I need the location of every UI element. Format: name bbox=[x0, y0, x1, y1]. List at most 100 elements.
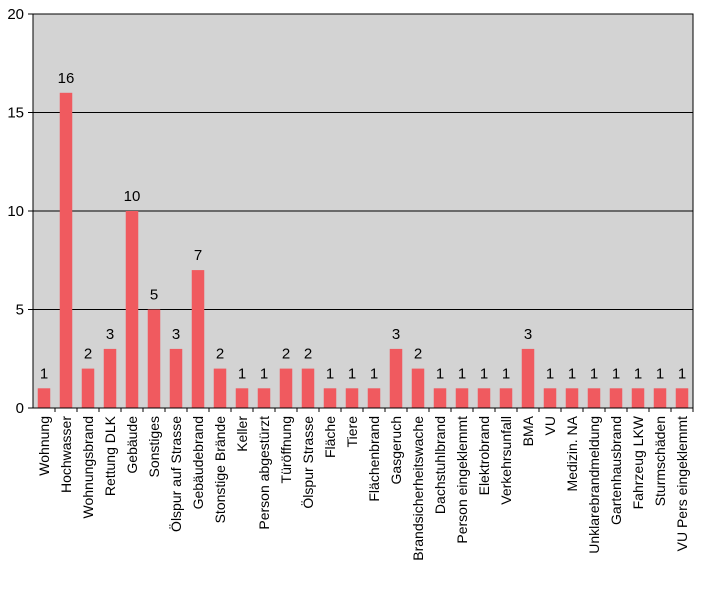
bar bbox=[345, 388, 359, 408]
data-label: 2 bbox=[216, 346, 224, 363]
data-label: 10 bbox=[124, 188, 141, 205]
data-label: 1 bbox=[612, 365, 620, 382]
x-axis-labels: Wohnung Hochwasser Wohnungsbrand Rettung DL… bbox=[36, 408, 694, 561]
bar bbox=[389, 348, 403, 408]
bar bbox=[587, 388, 601, 408]
x-category-label: Stonstige Brände bbox=[212, 416, 228, 524]
x-category-label: Elektrobrand bbox=[476, 416, 492, 495]
data-label: 3 bbox=[524, 326, 532, 343]
data-label: 1 bbox=[326, 365, 334, 382]
bar bbox=[279, 368, 293, 408]
x-category-label: Keller bbox=[234, 416, 250, 452]
data-label: 1 bbox=[634, 365, 642, 382]
x-category-label: Hochwasser bbox=[58, 416, 74, 493]
data-label: 7 bbox=[194, 247, 202, 264]
x-category-label: Ölspur Strasse bbox=[299, 416, 316, 509]
data-label: 16 bbox=[58, 70, 75, 87]
data-label: 2 bbox=[282, 346, 290, 363]
bar bbox=[631, 388, 645, 408]
bar bbox=[235, 388, 249, 408]
x-category-label: VU Pers eingeklemmt bbox=[674, 416, 690, 551]
data-label: 3 bbox=[392, 326, 400, 343]
x-category-label: Verkehrsunfall bbox=[498, 416, 514, 505]
data-label: 1 bbox=[656, 365, 664, 382]
data-label: 1 bbox=[590, 365, 598, 382]
bar bbox=[565, 388, 579, 408]
x-category-label: BMA bbox=[520, 415, 536, 446]
x-category-label: Türöffnung bbox=[278, 416, 294, 483]
bar bbox=[609, 388, 623, 408]
bar bbox=[433, 388, 447, 408]
x-category-label: Gebäude bbox=[124, 416, 140, 474]
bar bbox=[367, 388, 381, 408]
bar bbox=[323, 388, 337, 408]
x-category-label: Gebäudebrand bbox=[190, 416, 206, 509]
data-label: 1 bbox=[370, 365, 378, 382]
data-label: 1 bbox=[502, 365, 510, 382]
x-category-label: Person abgestürzt bbox=[256, 416, 272, 530]
x-category-label: Gasgeruch bbox=[388, 416, 404, 484]
bar bbox=[169, 348, 183, 408]
bar bbox=[257, 388, 271, 408]
data-label: 1 bbox=[260, 365, 268, 382]
x-category-label: Brandsicherheitswache bbox=[410, 416, 426, 561]
bar bbox=[455, 388, 469, 408]
x-category-label: Tiere bbox=[344, 416, 360, 448]
data-label: 1 bbox=[348, 365, 356, 382]
x-category-label: Fläche bbox=[322, 416, 338, 458]
x-category-label: Sonstiges bbox=[146, 416, 162, 477]
x-category-label: Flächenbrand bbox=[366, 416, 382, 502]
data-label: 3 bbox=[172, 326, 180, 343]
y-tick-label: 20 bbox=[7, 6, 24, 23]
bar bbox=[147, 309, 161, 408]
gridlines bbox=[33, 112, 693, 310]
bar bbox=[477, 388, 491, 408]
y-tick-label: 15 bbox=[7, 105, 24, 122]
bar bbox=[653, 388, 667, 408]
x-category-label: Ölspur auf Strasse bbox=[167, 416, 184, 532]
bar bbox=[59, 92, 73, 409]
bar bbox=[213, 368, 227, 408]
data-label: 1 bbox=[480, 365, 488, 382]
data-label: 5 bbox=[150, 287, 158, 304]
bar bbox=[411, 368, 425, 408]
data-label: 1 bbox=[546, 365, 554, 382]
bar bbox=[301, 368, 315, 408]
x-category-label: Wohnungsbrand bbox=[80, 416, 96, 518]
x-category-label: Person eingeklemmt bbox=[454, 416, 470, 544]
y-tick-label: 10 bbox=[7, 203, 24, 220]
plot-border bbox=[32, 13, 694, 409]
data-label: 1 bbox=[568, 365, 576, 382]
bar bbox=[521, 348, 535, 408]
data-label: 1 bbox=[40, 365, 48, 382]
x-category-label: Fahrzeug LKW bbox=[630, 415, 646, 509]
y-tick-label: 5 bbox=[16, 302, 24, 319]
data-label: 1 bbox=[678, 365, 686, 382]
x-category-label: Medizin. NA bbox=[564, 415, 580, 491]
x-category-label: Sturmschäden bbox=[652, 416, 668, 506]
x-category-label: VU bbox=[542, 416, 558, 435]
data-label: 2 bbox=[414, 346, 422, 363]
bar bbox=[81, 368, 95, 408]
x-category-label: Unklarebrandmeldung bbox=[586, 416, 602, 554]
data-label: 3 bbox=[106, 326, 114, 343]
x-category-label: Rettung DLK bbox=[102, 415, 118, 496]
bar bbox=[103, 348, 117, 408]
x-category-label: Gartenhausbrand bbox=[608, 416, 624, 525]
data-label: 1 bbox=[238, 365, 246, 382]
data-label: 1 bbox=[436, 365, 444, 382]
x-category-label: Dachstuhlbrand bbox=[432, 416, 448, 514]
data-label: 2 bbox=[84, 346, 92, 363]
data-label: 2 bbox=[304, 346, 312, 363]
data-label: 1 bbox=[458, 365, 466, 382]
bar bbox=[37, 388, 51, 408]
x-category-label: Wohnung bbox=[36, 416, 52, 476]
y-axis-ticks: 0 5 10 15 20 bbox=[7, 6, 33, 417]
bar bbox=[675, 388, 689, 408]
bar bbox=[543, 388, 557, 408]
bars bbox=[37, 92, 689, 409]
bar bbox=[499, 388, 513, 408]
bar bbox=[125, 211, 139, 408]
bar bbox=[191, 270, 205, 408]
